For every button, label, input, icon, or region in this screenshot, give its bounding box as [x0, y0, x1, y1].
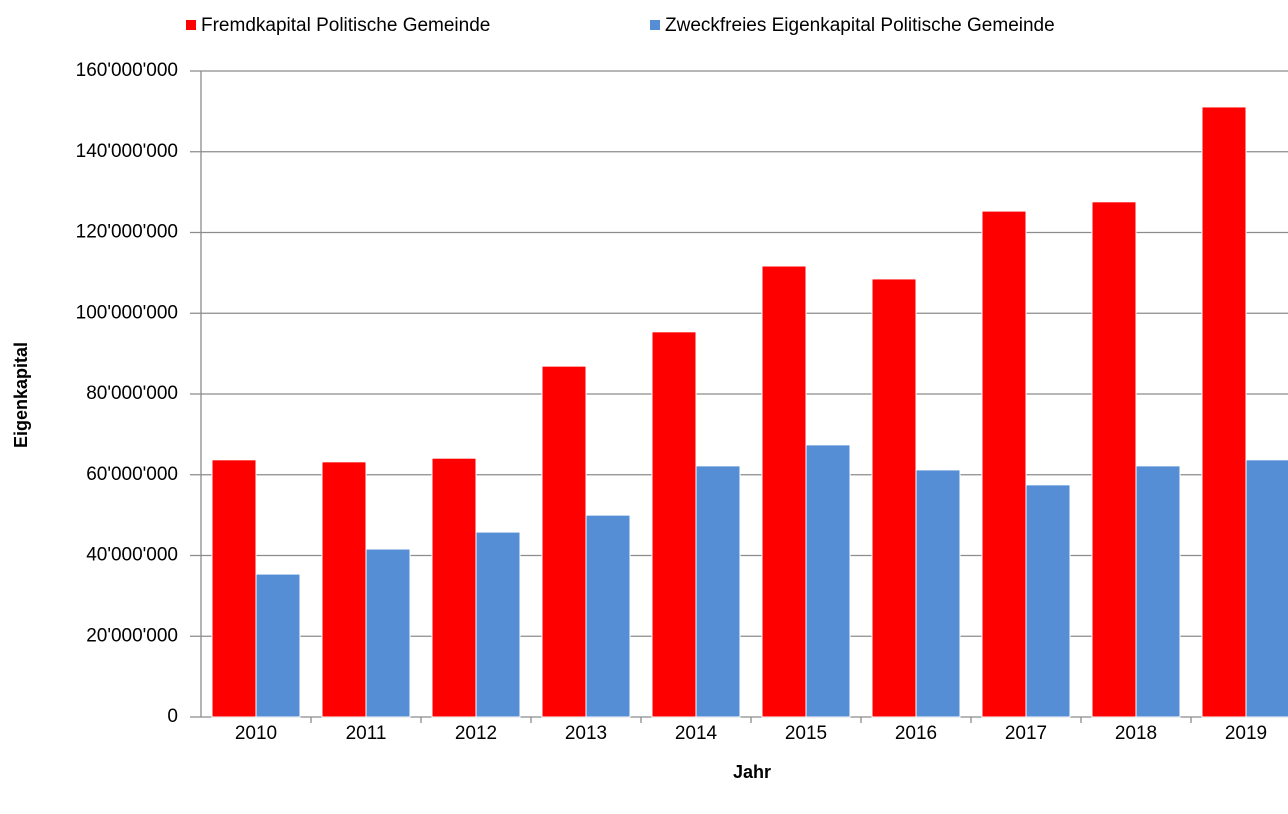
y-tick-label: 80'000'000 — [86, 383, 178, 404]
x-tick-label: 2011 — [346, 723, 387, 744]
bar — [585, 514, 631, 718]
bar — [255, 573, 301, 718]
legend-label: Fremdkapital Politische Gemeinde — [201, 15, 490, 36]
y-tick-label: 0 — [167, 706, 178, 727]
bar — [365, 548, 411, 718]
bar — [871, 278, 917, 718]
bar — [695, 465, 741, 718]
x-axis-title: Jahr — [733, 762, 771, 782]
bar — [805, 444, 851, 718]
x-tick-label: 2010 — [235, 723, 277, 744]
x-tick-label: 2016 — [895, 723, 937, 744]
bar — [1135, 465, 1181, 718]
bar — [915, 469, 961, 718]
y-axis-title: Eigenkapital — [11, 342, 31, 448]
bar — [1091, 201, 1137, 718]
x-tick-label: 2018 — [1115, 723, 1157, 744]
bar — [1025, 484, 1071, 718]
legend-swatch — [650, 20, 660, 30]
bar — [981, 210, 1027, 718]
bar — [321, 461, 367, 718]
bar — [761, 265, 807, 718]
bar — [1245, 459, 1288, 718]
y-tick-label: 140'000'000 — [76, 141, 178, 162]
bar — [475, 531, 521, 718]
y-tick-label: 60'000'000 — [86, 464, 178, 485]
y-tick-label: 160'000'000 — [76, 60, 178, 81]
y-tick-label: 120'000'000 — [76, 222, 178, 243]
y-tick-label: 20'000'000 — [86, 625, 178, 646]
y-tick-label: 100'000'000 — [76, 302, 178, 323]
bar — [1201, 106, 1247, 718]
bar — [651, 331, 697, 718]
x-tick-label: 2017 — [1005, 723, 1047, 744]
x-tick-label: 2015 — [785, 723, 827, 744]
bar — [541, 365, 587, 718]
x-tick-label: 2019 — [1225, 723, 1267, 744]
legend-label: Zweckfreies Eigenkapital Politische Geme… — [665, 15, 1055, 36]
x-tick-label: 2014 — [675, 723, 718, 744]
x-tick-label: 2013 — [565, 723, 607, 744]
legend-swatch — [186, 20, 196, 30]
bar — [431, 457, 477, 718]
x-tick-label: 2012 — [455, 723, 497, 744]
bar — [211, 459, 257, 718]
y-tick-label: 40'000'000 — [86, 545, 178, 566]
